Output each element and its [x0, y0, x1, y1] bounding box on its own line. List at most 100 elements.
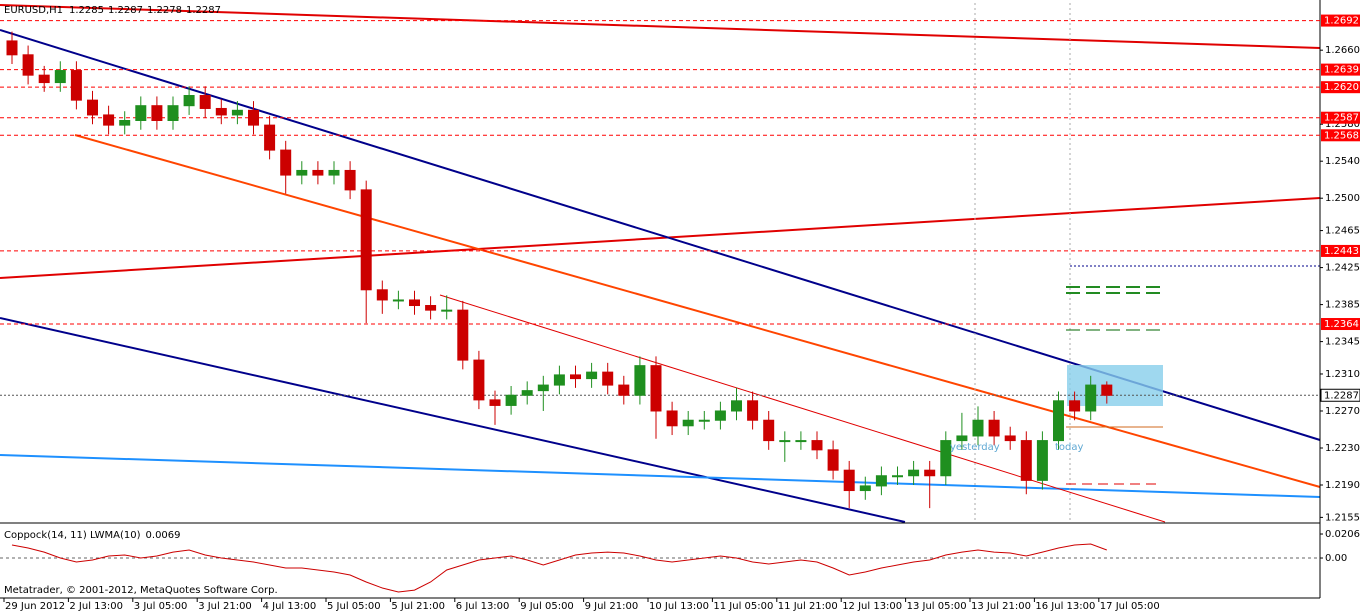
indicator-header: Coppock(14, 11) LWMA(10) 0.0069	[4, 530, 181, 541]
annotation: yesterday	[950, 442, 1000, 453]
candle-body	[682, 419, 694, 427]
symbol: EURUSD,H1	[4, 5, 63, 16]
candle-body	[183, 95, 195, 107]
candle-body	[843, 469, 855, 492]
header-low: 1.2278	[147, 5, 182, 16]
candle-body	[103, 114, 115, 126]
candle-body	[231, 109, 243, 116]
candle-body	[537, 384, 549, 392]
candle-body	[441, 309, 453, 312]
drawings	[0, 3, 1321, 523]
candle-body	[1085, 384, 1097, 412]
x-tick-label: 5 Jul 21:00	[391, 601, 445, 612]
candle-body	[312, 169, 324, 176]
candle-body	[1069, 400, 1081, 412]
candle-body	[731, 400, 742, 412]
x-tick-label: 13 Jul 21:00	[971, 601, 1031, 612]
y-tick-label: 1.2270	[1325, 406, 1360, 417]
candle-body	[698, 419, 710, 422]
candle-body	[811, 440, 823, 451]
candle-body	[344, 169, 356, 191]
candle-body	[215, 107, 227, 116]
candle-body	[167, 105, 179, 121]
annotation: today	[1055, 442, 1084, 453]
y-tick-label: 1.2465	[1325, 226, 1360, 237]
x-tick-label: 5 Jul 05:00	[327, 601, 381, 612]
candle-body	[199, 95, 211, 109]
indicator-value: 0.0069	[146, 530, 181, 541]
level-label: 1.2443	[1324, 246, 1359, 257]
candle-body	[827, 449, 839, 471]
candle-body	[988, 419, 1000, 437]
y-tick-label: 1.2425	[1325, 263, 1360, 274]
candle-body	[1020, 440, 1032, 481]
trend-line	[0, 454, 1321, 498]
x-tick-label: 3 Jul 21:00	[198, 601, 252, 612]
candle-body	[505, 394, 517, 406]
candle-body	[392, 299, 404, 302]
candle-body	[650, 365, 662, 412]
y-tick-label: 1.2310	[1325, 369, 1360, 380]
candle-body	[151, 105, 163, 121]
x-tick-label: 11 Jul 05:00	[713, 601, 773, 612]
trend-line	[0, 4, 1321, 49]
candle-body	[135, 105, 147, 121]
candle-body	[875, 475, 887, 487]
trend-line	[74, 134, 1321, 488]
level-label: 1.2587	[1324, 113, 1359, 124]
y-tick-label: 1.2230	[1325, 443, 1360, 454]
candle-body	[586, 371, 598, 380]
x-tick-label: 6 Jul 13:00	[456, 601, 510, 612]
x-tick-label: 12 Jul 13:00	[842, 601, 902, 612]
y-tick-label: 1.2155	[1325, 512, 1360, 523]
candle-body	[972, 419, 984, 437]
candle-body	[296, 169, 308, 176]
level-box	[1321, 244, 1360, 257]
candle-body	[1053, 400, 1064, 442]
candle-body	[489, 399, 501, 406]
level-label: 1.2620	[1324, 82, 1359, 93]
candle-body	[1101, 384, 1113, 396]
level-label: 1.2639	[1324, 65, 1359, 76]
candle-body	[376, 289, 388, 301]
x-tick-label: 13 Jul 05:00	[907, 601, 967, 612]
candle-body	[956, 435, 968, 442]
x-tick-label: 16 Jul 13:00	[1035, 601, 1095, 612]
candle-body	[570, 374, 581, 380]
candle-body	[264, 124, 276, 151]
level-box	[1321, 81, 1360, 94]
candle-body	[328, 169, 340, 176]
candle-body	[6, 40, 18, 56]
indicator-name: Coppock(14, 11) LWMA(10)	[4, 530, 141, 541]
candle-body	[763, 419, 775, 442]
level-label: 1.2364	[1324, 319, 1359, 330]
y-tick-label: 1.2190	[1325, 480, 1360, 491]
candle-body	[70, 70, 82, 101]
level-box	[1321, 318, 1360, 331]
x-tick-label: 9 Jul 05:00	[520, 601, 574, 612]
level-box	[1321, 129, 1360, 142]
header-close: 1.2287	[186, 5, 221, 16]
candle-body	[779, 440, 791, 443]
x-tick-label: 3 Jul 05:00	[134, 601, 188, 612]
candle-body	[747, 400, 759, 421]
level-box	[1321, 14, 1360, 27]
candle-body	[409, 299, 420, 307]
candle-body	[892, 475, 903, 478]
header-high: 1.2287	[108, 5, 143, 16]
level-box	[1321, 63, 1360, 76]
y-tick-label: 1.2345	[1325, 337, 1360, 348]
candle-body	[795, 440, 807, 443]
candle-body	[714, 410, 726, 421]
y-tick-label: 0.0206	[1325, 529, 1360, 540]
candle-body	[553, 374, 565, 386]
candle-body	[54, 70, 66, 84]
candle-body	[473, 359, 485, 401]
candle-body	[425, 305, 437, 311]
x-tick-label: 9 Jul 21:00	[585, 601, 639, 612]
x-tick-label: 29 Jun 2012	[5, 601, 65, 612]
candle-body	[666, 410, 678, 427]
candle-body	[360, 189, 372, 291]
